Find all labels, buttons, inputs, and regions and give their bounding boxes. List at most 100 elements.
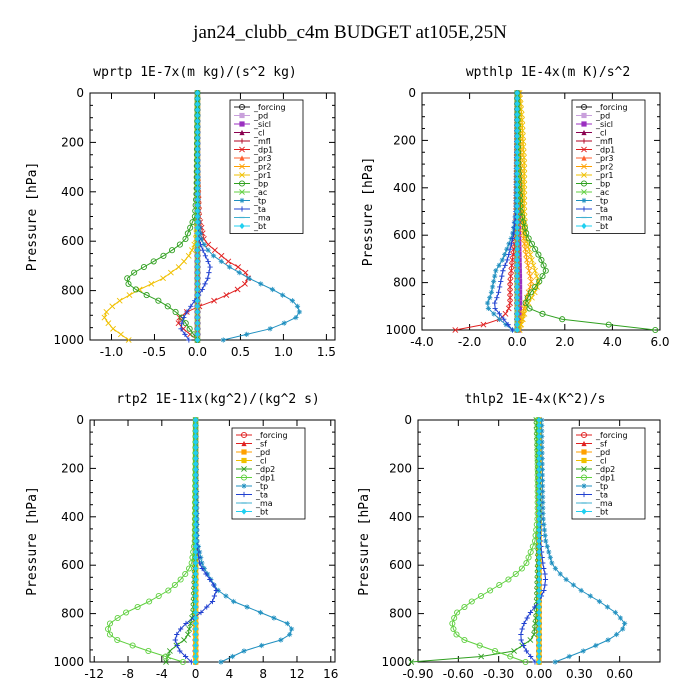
data-point: [204, 604, 210, 610]
data-point: [514, 143, 520, 150]
x-tick-label: -2.0: [458, 335, 481, 349]
data-point: [514, 176, 520, 183]
legend-marker: [580, 103, 588, 111]
data-point: [521, 192, 528, 199]
data-point: [508, 267, 515, 274]
x-tick-label: -4.0: [410, 335, 433, 349]
x-tick-label: 2.0: [555, 335, 574, 349]
data-point: [522, 300, 529, 307]
legend-label: _sf: [255, 440, 267, 449]
data-point: [533, 273, 540, 280]
series-line: [126, 92, 198, 341]
legend-label: _pr1: [595, 171, 613, 180]
data-point: [193, 543, 199, 550]
data-point: [523, 648, 530, 654]
data-point: [536, 499, 542, 506]
data-point: [536, 581, 542, 589]
data-point: [218, 659, 224, 665]
legend-marker: [239, 121, 245, 127]
data-point: [194, 174, 201, 181]
legend-marker: [239, 163, 245, 170]
series-line: [451, 420, 539, 663]
legend-label: _ta: [595, 205, 608, 214]
data-point: [193, 438, 199, 446]
data-point: [542, 576, 549, 583]
data-point: [539, 422, 545, 429]
data-point: [211, 593, 218, 599]
data-point: [543, 538, 549, 544]
data-point: [498, 278, 504, 285]
data-point: [492, 305, 498, 312]
data-point: [194, 151, 201, 158]
data-point: [527, 548, 534, 556]
series-bt: [514, 89, 520, 334]
data-point: [181, 258, 187, 265]
data-point: [514, 294, 520, 301]
data-point: [518, 637, 524, 643]
legend-marker: [581, 163, 587, 170]
data-point: [596, 598, 603, 605]
legend-label: _dp1: [253, 146, 273, 155]
data-point: [132, 286, 139, 293]
data-point: [540, 510, 546, 517]
data-point: [194, 258, 201, 265]
legend-marker: [241, 491, 247, 498]
data-point: [507, 294, 513, 301]
data-point: [193, 570, 199, 578]
data-point: [110, 325, 116, 332]
data-point: [514, 289, 520, 296]
data-point: [218, 258, 224, 265]
legend-label: _sicl: [253, 120, 271, 129]
legend-label: _pr3: [253, 154, 271, 163]
x-tick-label: 8: [259, 667, 267, 681]
data-point: [539, 466, 545, 473]
data-point: [532, 246, 539, 253]
legend-marker: [581, 440, 587, 447]
data-point: [101, 314, 108, 321]
data-point: [160, 275, 166, 282]
x-tick-label: 1.5: [317, 345, 336, 359]
data-point: [205, 258, 211, 265]
chart-panel-4: thlp2 1E-4x(K^2)/s Pressure [hPa] 0 200 400 6…: [357, 392, 661, 681]
data-point: [269, 286, 276, 293]
data-point: [536, 658, 542, 666]
data-point: [540, 483, 546, 489]
figure-title: jan24_clubb_c4m BUDGET at105E,25N: [192, 22, 507, 43]
data-point: [449, 620, 456, 627]
y-tick-label: 800: [61, 607, 84, 621]
data-point: [514, 267, 520, 274]
data-point: [514, 235, 520, 242]
data-point: [194, 331, 201, 338]
data-point: [194, 314, 201, 321]
data-point: [242, 280, 248, 287]
data-point: [213, 587, 219, 594]
data-point: [536, 510, 542, 517]
data-point: [536, 433, 542, 440]
data-point: [557, 571, 563, 577]
series-line: [165, 420, 197, 663]
data-point: [614, 631, 620, 638]
data-point: [193, 537, 199, 545]
data-point: [194, 89, 201, 97]
data-point: [539, 477, 546, 484]
data-point: [182, 235, 189, 243]
data-point: [103, 309, 110, 315]
data-point: [520, 133, 526, 140]
data-point: [468, 598, 475, 605]
data-point: [198, 609, 204, 616]
data-point: [514, 89, 520, 97]
data-point: [143, 292, 150, 299]
data-point: [514, 165, 520, 172]
data-point: [194, 95, 201, 102]
data-point: [605, 637, 611, 643]
data-point: [491, 278, 497, 285]
data-point: [194, 140, 201, 147]
data-point: [528, 257, 535, 263]
legend-label: _pd: [595, 112, 610, 121]
data-point: [194, 106, 201, 113]
data-point: [242, 269, 249, 276]
data-point: [521, 176, 528, 183]
data-point: [207, 576, 213, 583]
data-point: [539, 417, 545, 423]
legend-marker: [240, 431, 248, 439]
